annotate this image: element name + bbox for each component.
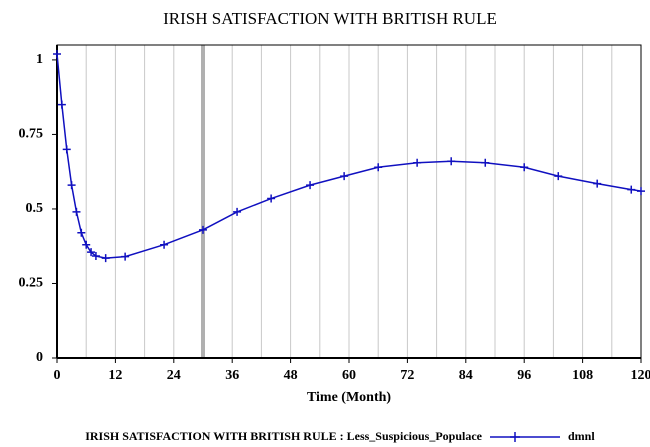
point-marker — [267, 194, 276, 203]
legend-marker — [510, 432, 520, 442]
x-tick-label: 12 — [108, 368, 122, 383]
point-marker — [77, 228, 86, 237]
point-marker — [87, 248, 96, 257]
x-axis-label: Time (Month) — [307, 390, 391, 405]
point-marker — [413, 158, 422, 167]
x-tick-label: 0 — [54, 368, 61, 383]
point-marker — [520, 163, 529, 172]
point-marker — [374, 163, 383, 172]
point-marker — [447, 157, 456, 166]
x-tick-label: 84 — [459, 368, 473, 383]
legend-unit: dmnl — [568, 429, 595, 443]
point-marker — [554, 172, 563, 181]
x-tick-label: 48 — [284, 368, 298, 383]
x-tick-label: 24 — [167, 368, 181, 383]
point-marker — [481, 158, 490, 167]
point-marker — [340, 172, 349, 181]
point-marker — [593, 179, 602, 188]
point-marker — [57, 100, 66, 109]
point-marker — [101, 254, 110, 263]
chart-title: IRISH SATISFACTION WITH BRITISH RULE — [163, 9, 497, 28]
y-tick-label: 0 — [36, 350, 43, 365]
point-marker — [627, 185, 636, 194]
point-marker — [199, 225, 207, 234]
x-tick-label: 108 — [572, 368, 593, 383]
point-marker — [72, 207, 81, 216]
x-tick-label: 60 — [342, 368, 356, 383]
point-marker — [160, 240, 169, 249]
y-tick-label: 0.25 — [19, 276, 44, 291]
y-tick-label: 1 — [36, 52, 43, 67]
point-marker — [91, 252, 100, 261]
point-marker — [82, 240, 91, 249]
point-marker — [121, 252, 130, 261]
x-tick-label: 96 — [517, 368, 531, 383]
point-marker — [233, 207, 242, 216]
y-tick-label: 0.5 — [26, 201, 44, 216]
point-marker — [306, 181, 315, 190]
point-marker — [637, 187, 645, 196]
point-marker — [62, 145, 71, 154]
x-tick-label: 36 — [225, 368, 239, 383]
x-tick-label: 72 — [400, 368, 414, 383]
point-marker — [67, 181, 76, 190]
legend-label: IRISH SATISFACTION WITH BRITISH RULE : L… — [85, 429, 482, 443]
x-tick-label: 120 — [631, 368, 650, 383]
y-tick-label: 0.75 — [19, 127, 44, 142]
data-line — [56, 53, 642, 259]
point-marker — [53, 49, 61, 58]
